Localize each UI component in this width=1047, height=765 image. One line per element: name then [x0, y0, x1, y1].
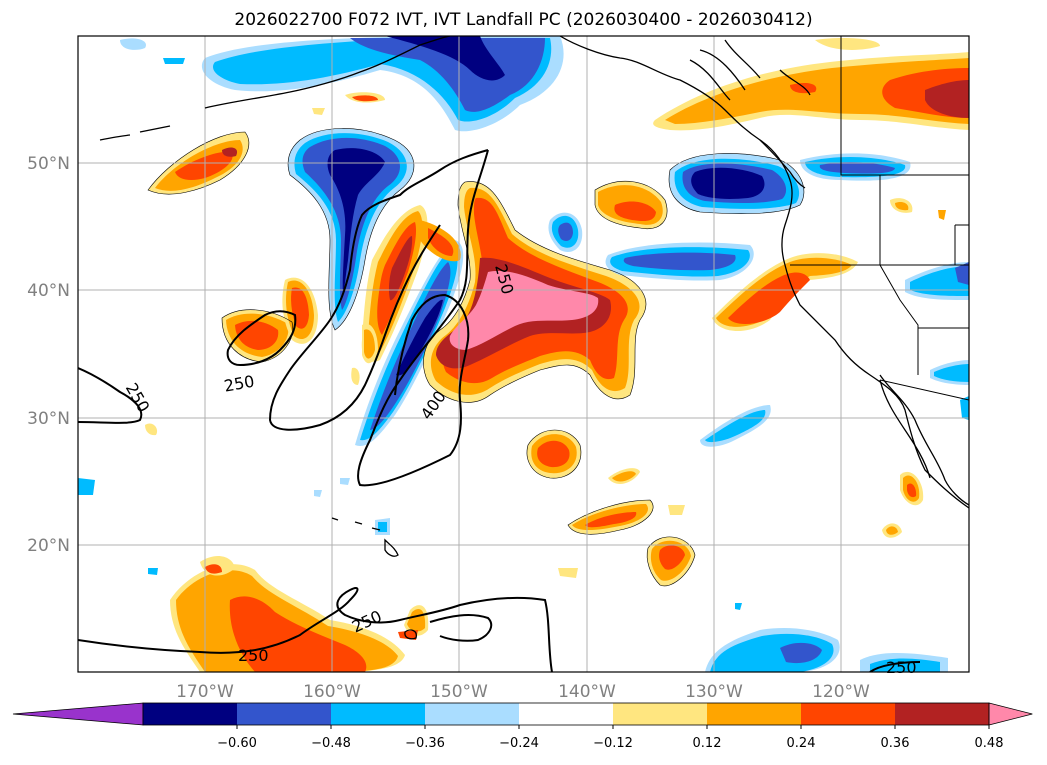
- colorbar-segment: [519, 703, 614, 725]
- map-frame: [77, 35, 970, 673]
- contour-label: 250: [122, 380, 154, 416]
- lon-label: 120°W: [812, 682, 870, 702]
- colorbar-tick-label: −0.12: [593, 736, 633, 751]
- colorbar-tick-label: 0.12: [693, 736, 722, 751]
- colorbar-tick-label: −0.48: [311, 736, 351, 751]
- colorbar-tick-label: 0.24: [787, 736, 816, 751]
- colorbar-segment: [143, 703, 238, 725]
- pc-contour-lines: [147, 128, 805, 587]
- lat-label: 40°N: [27, 281, 70, 301]
- lon-label: 150°W: [430, 682, 488, 702]
- colorbar-extend-high: [988, 702, 1033, 726]
- colorbar-segment: [613, 703, 708, 725]
- colorbar-tick-label: −0.24: [499, 736, 539, 751]
- ivt-contours: [78, 149, 921, 672]
- lon-label: 140°W: [558, 682, 616, 702]
- lat-label: 30°N: [27, 409, 70, 429]
- map-title: 2026022700 F072 IVT, IVT Landfall PC (20…: [234, 10, 813, 30]
- lat-label: 50°N: [27, 154, 70, 174]
- baja-coastline: [879, 374, 969, 506]
- lon-label: 170°W: [176, 682, 234, 702]
- ivt-250-contour-west: [226, 310, 297, 367]
- colorbar-tick-label: −0.36: [405, 736, 445, 751]
- colorbar-tick-label: 0.48: [975, 736, 1004, 751]
- ivt-250-contour-main: [268, 149, 489, 487]
- alaska-coastline: [204, 36, 451, 109]
- ivt-250-contour-se: [869, 661, 921, 672]
- colorbar-segment: [425, 703, 520, 725]
- axis-labels: 50°N 40°N 30°N 20°N 170°W 160°W 150°W 14…: [27, 154, 870, 702]
- ivt-pc-field: [78, 36, 969, 672]
- lon-label: 160°W: [303, 682, 361, 702]
- contour-label: 250: [238, 646, 269, 665]
- lon-label: 130°W: [685, 682, 743, 702]
- colorbar-segment: [801, 703, 896, 725]
- colorbar-tick-label: −0.60: [217, 736, 257, 751]
- contour-label: 250: [886, 658, 917, 677]
- colorbar-segment: [895, 703, 990, 725]
- colorbar-tick-label: 0.36: [881, 736, 910, 751]
- coastlines: [99, 36, 969, 640]
- contour-label: 250: [223, 372, 256, 396]
- ivt-250-contour-south: [78, 587, 553, 672]
- colorbar-segment: [707, 703, 802, 725]
- colorbar: [12, 702, 1033, 726]
- colorbar-outline: [142, 702, 990, 726]
- ivt-250-contour-left: [78, 367, 143, 424]
- lat-label: 20°N: [27, 536, 70, 556]
- state-borders: [790, 36, 969, 401]
- na-coastline: [559, 36, 969, 509]
- colorbar-extend-low: [12, 702, 144, 726]
- colorbar-segment: [331, 703, 426, 725]
- gridlines: [78, 36, 969, 672]
- colorbar-segment: [237, 703, 332, 725]
- hawaii-islands: [331, 517, 399, 557]
- colorbar-ticks: −0.60 −0.48 −0.36 −0.24 −0.12 0.12 0.24 0.36 0.4…: [217, 725, 1004, 751]
